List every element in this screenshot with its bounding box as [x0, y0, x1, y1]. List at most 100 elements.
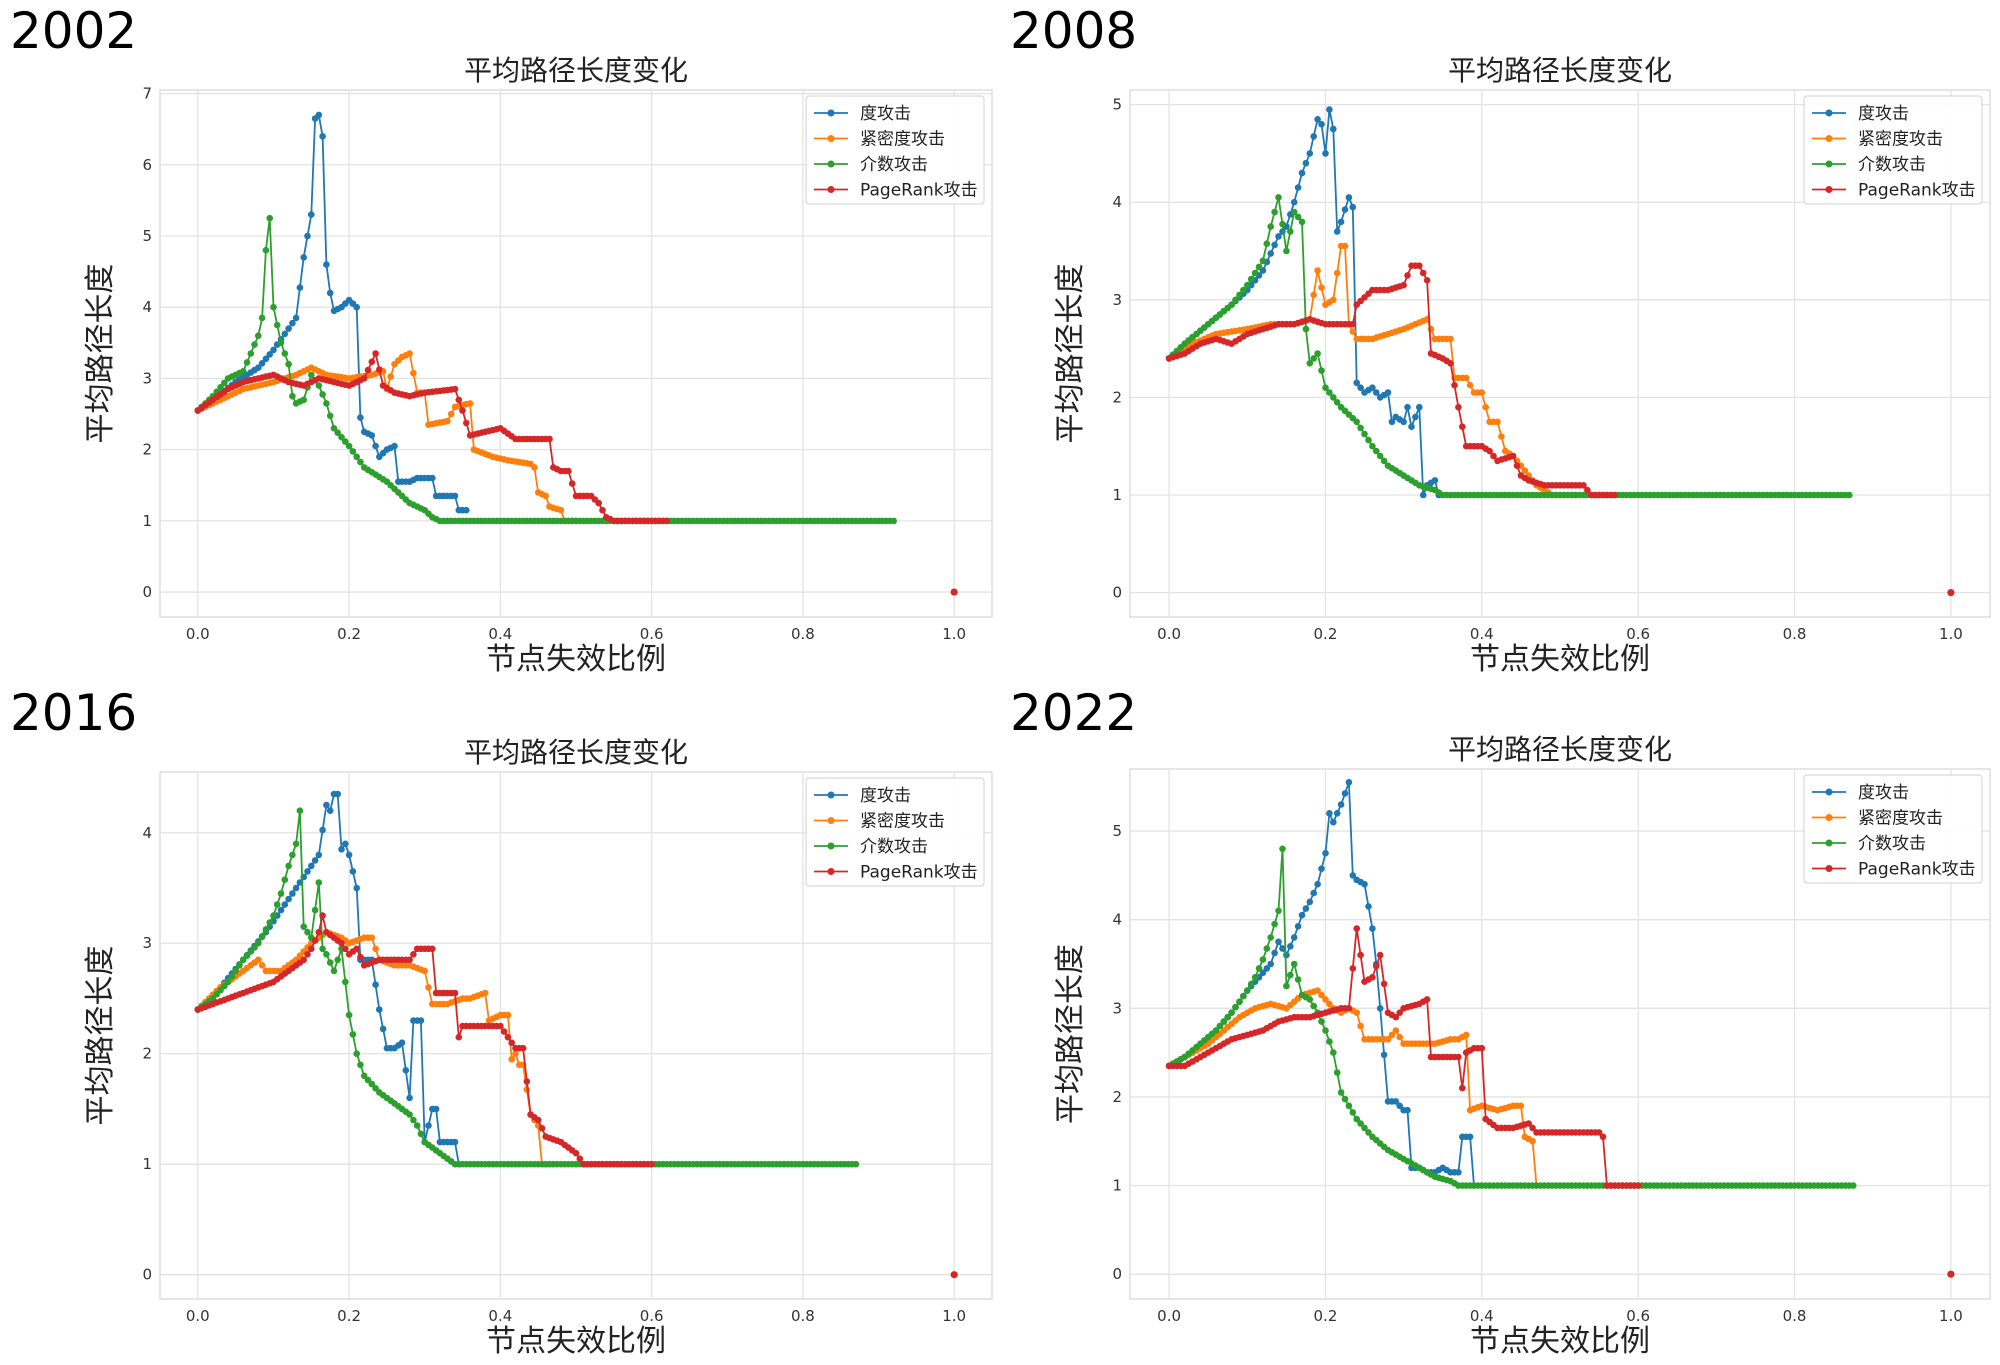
data-point [357, 458, 364, 466]
data-point [368, 1080, 376, 1088]
x-tick-label: 1.0 [1939, 1307, 1963, 1325]
legend-swatch-marker [1825, 839, 1833, 847]
data-point [1310, 889, 1317, 897]
data-point [406, 1111, 413, 1118]
data-point [1322, 150, 1329, 157]
x-tick-label: 0.4 [1470, 1307, 1494, 1325]
data-point [565, 467, 572, 475]
x-tick-label: 0.4 [488, 625, 512, 643]
data-point [338, 433, 345, 441]
data-point [417, 1130, 425, 1138]
chart-panel-2016: 2016 0.0 0.2 0.4 0.6 0.8 1.0 0 1 2 3 4 平均路径长度变化 节点失效… [0, 682, 1000, 1364]
data-point [1369, 442, 1376, 450]
data-point [262, 355, 270, 363]
x-axis-label: 节点失效比例 [486, 642, 666, 677]
data-point [1521, 467, 1529, 474]
data-point [266, 214, 274, 222]
data-point [334, 429, 342, 437]
data-point [315, 928, 323, 936]
data-point [466, 400, 474, 407]
data-point [1247, 980, 1255, 988]
data-point [1298, 911, 1306, 919]
data-point [1408, 423, 1415, 431]
data-point [300, 923, 308, 930]
y-tick-label: 4 [1112, 193, 1122, 211]
legend-entry: 紧密度攻击 [1858, 130, 1943, 150]
legend-swatch-marker [827, 817, 835, 824]
data-point [304, 868, 311, 875]
data-point [281, 876, 289, 883]
data-point [1228, 1009, 1235, 1016]
data-point [1349, 872, 1357, 879]
data-point [1341, 1095, 1349, 1103]
data-point [1349, 328, 1357, 335]
data-point [1263, 945, 1271, 952]
data-point [1240, 286, 1247, 294]
data-point [292, 840, 300, 848]
data-point [463, 506, 470, 514]
x-tick-label: 0.2 [337, 625, 361, 643]
data-point [1490, 452, 1497, 460]
data-point [1494, 418, 1501, 426]
data-point [1267, 960, 1274, 968]
data-point [1322, 1027, 1329, 1034]
data-point [251, 944, 258, 951]
data-point [1447, 335, 1454, 343]
data-point [1275, 938, 1282, 946]
data-point [1416, 262, 1423, 270]
data-point [504, 1011, 512, 1019]
data-point [387, 373, 395, 380]
data-point [273, 321, 281, 329]
data-point [508, 1056, 515, 1063]
y-tick-label: 1 [142, 1155, 152, 1173]
x-tick-label: 0.8 [791, 1307, 815, 1325]
legend-entry: 紧密度攻击 [860, 130, 945, 150]
data-point [1849, 1182, 1857, 1189]
data-point [1330, 125, 1337, 133]
data-point [1267, 934, 1274, 941]
y-tick-label: 4 [142, 298, 152, 316]
data-point [285, 325, 292, 332]
data-point [353, 1050, 361, 1057]
data-point [1294, 923, 1302, 930]
x-axis-label: 节点失效比例 [486, 1324, 666, 1359]
data-point [345, 442, 353, 450]
data-point [353, 303, 361, 311]
data-point [1298, 169, 1306, 177]
data-point [323, 261, 330, 268]
data-point [379, 1025, 387, 1033]
data-point [1353, 1009, 1360, 1016]
data-point [542, 492, 549, 500]
data-point [1318, 865, 1325, 872]
data-point [372, 442, 379, 450]
legend-swatch-marker [1825, 788, 1833, 796]
data-point [353, 884, 361, 892]
data-point [1326, 106, 1333, 113]
data-point [311, 857, 319, 864]
data-point [1290, 208, 1298, 216]
data-point [1380, 457, 1388, 465]
data-point [1404, 403, 1411, 411]
series-1 [1165, 987, 1540, 1189]
data-point [1279, 945, 1286, 952]
x-tick-label: 0.6 [640, 1307, 664, 1325]
data-point [281, 330, 289, 338]
data-point [254, 939, 262, 947]
series-3 [194, 912, 655, 1168]
data-point [1283, 247, 1290, 255]
data-point [1287, 228, 1294, 235]
data-point [1357, 384, 1364, 392]
x-tick-label: 0.8 [1783, 625, 1807, 643]
series-3 [194, 350, 671, 525]
data-point [239, 368, 247, 375]
legend-entry: 度攻击 [860, 104, 911, 124]
data-point [1240, 992, 1247, 1000]
y-tick-label: 3 [1112, 999, 1122, 1017]
data-point [1337, 801, 1345, 808]
data-point [557, 506, 565, 514]
panel-year-label: 2002 [10, 2, 138, 60]
data-point [1263, 965, 1271, 972]
data-point [243, 952, 251, 959]
y-tick-label: 1 [1112, 1177, 1122, 1195]
